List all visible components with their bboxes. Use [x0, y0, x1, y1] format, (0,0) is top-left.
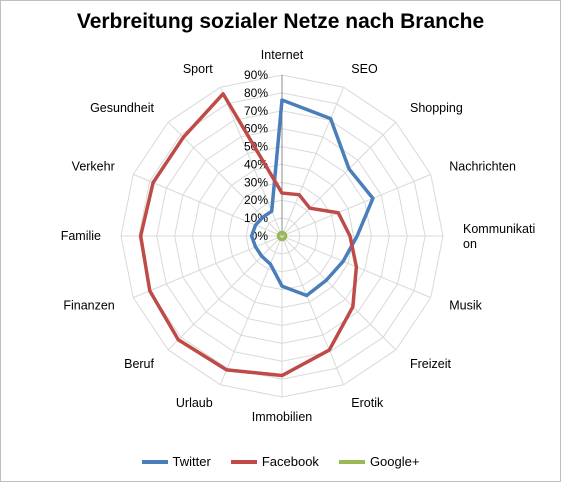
category-label-8: Immobilien — [252, 410, 312, 424]
category-label-9: Urlaub — [176, 396, 213, 410]
tick-label-2: 20% — [244, 193, 268, 207]
category-label-6: Freizeit — [410, 357, 452, 371]
tick-label-9: 90% — [244, 68, 268, 82]
category-label-7: Erotik — [351, 396, 384, 410]
category-label-2: Shopping — [410, 101, 463, 115]
tick-label-8: 80% — [244, 86, 268, 100]
legend-item-googleplus: Google+ — [338, 454, 420, 469]
category-label-10: Beruf — [124, 357, 154, 371]
legend-label-twitter: Twitter — [172, 454, 211, 469]
category-label-13: Verkehr — [72, 160, 115, 174]
category-label-12: Familie — [61, 229, 101, 243]
grid-spoke-11 — [133, 235, 283, 299]
grid-spoke-3 — [281, 173, 431, 237]
grid-spoke-6 — [281, 235, 397, 351]
category-label-14: Gesundheit — [90, 101, 154, 115]
legend-label-googleplus: Google+ — [369, 454, 420, 469]
grid-spoke-1 — [281, 87, 345, 237]
chart-title: Verbreitung sozialer Netze nach Branche — [76, 10, 485, 33]
tick-label-1: 10% — [244, 211, 268, 225]
legend-label-facebook: Facebook — [261, 454, 319, 469]
grid-spoke-7 — [281, 235, 345, 385]
legend-swatch-googleplus — [338, 459, 365, 464]
legend-swatch-twitter — [141, 459, 168, 464]
category-label-15: Sport — [183, 62, 213, 76]
category-label-1: SEO — [351, 62, 378, 76]
grid-spoke-10 — [167, 235, 283, 351]
series-line-twitter — [249, 98, 375, 298]
tick-label-3: 30% — [244, 175, 268, 189]
grid-spoke-2 — [281, 121, 397, 237]
category-label-11: Finanzen — [63, 298, 114, 312]
category-label-5: Musik — [449, 298, 482, 312]
legend-item-twitter: Twitter — [141, 454, 211, 469]
grid-spoke-9 — [219, 235, 283, 385]
tick-label-6: 60% — [244, 122, 268, 136]
category-label-4: Kommunikati on — [463, 222, 535, 251]
series-line-facebook — [138, 92, 359, 378]
category-label-3: Nachrichten — [449, 160, 516, 174]
category-label-0: Internet — [261, 48, 304, 62]
legend: Twitter Facebook Google+ — [0, 454, 561, 469]
legend-item-facebook: Facebook — [230, 454, 319, 469]
legend-swatch-facebook — [230, 459, 257, 464]
tick-label-0: 0% — [251, 229, 269, 243]
series-line-google — [276, 230, 288, 242]
tick-label-7: 70% — [244, 104, 268, 118]
